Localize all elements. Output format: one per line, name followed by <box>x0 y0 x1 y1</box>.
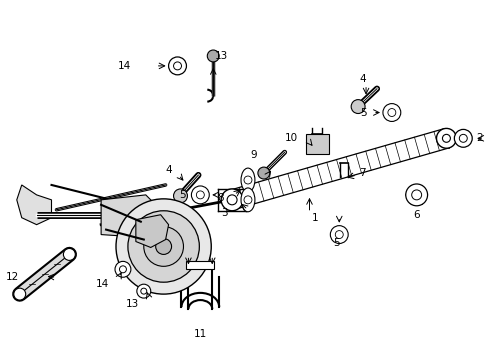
Circle shape <box>196 191 204 199</box>
Circle shape <box>207 50 219 62</box>
Text: 4: 4 <box>165 165 172 175</box>
Circle shape <box>191 186 209 204</box>
Bar <box>305 134 328 154</box>
Circle shape <box>350 100 365 113</box>
Circle shape <box>335 231 343 239</box>
Bar <box>186 261 214 269</box>
Polygon shape <box>17 185 51 225</box>
Circle shape <box>119 266 126 273</box>
Circle shape <box>115 261 131 277</box>
Circle shape <box>116 199 211 294</box>
Circle shape <box>226 195 237 205</box>
Circle shape <box>436 129 455 148</box>
Text: 2: 2 <box>475 133 482 143</box>
Circle shape <box>411 190 421 200</box>
Circle shape <box>244 196 251 204</box>
Circle shape <box>173 189 187 203</box>
Circle shape <box>143 227 183 266</box>
Text: 9: 9 <box>250 150 256 160</box>
Circle shape <box>141 288 146 294</box>
Text: 7: 7 <box>358 168 365 178</box>
Text: 12: 12 <box>5 272 19 282</box>
Text: 13: 13 <box>215 51 228 61</box>
Text: 14: 14 <box>96 279 109 289</box>
Circle shape <box>458 134 467 142</box>
Text: 6: 6 <box>412 210 419 220</box>
Text: 8: 8 <box>217 193 224 203</box>
Circle shape <box>155 239 171 255</box>
Circle shape <box>63 248 75 260</box>
Circle shape <box>14 288 26 300</box>
Circle shape <box>330 226 347 243</box>
Text: 14: 14 <box>118 61 131 71</box>
Circle shape <box>173 62 181 70</box>
Circle shape <box>453 129 471 147</box>
Ellipse shape <box>241 188 254 212</box>
Text: 5: 5 <box>332 238 339 248</box>
Circle shape <box>168 57 186 75</box>
Text: 5: 5 <box>179 190 185 200</box>
Text: 5: 5 <box>360 108 366 117</box>
Polygon shape <box>136 215 168 247</box>
Circle shape <box>442 134 449 142</box>
Text: 1: 1 <box>311 213 318 223</box>
Text: 4: 4 <box>359 74 366 84</box>
Circle shape <box>137 284 150 298</box>
Polygon shape <box>101 195 155 238</box>
Circle shape <box>257 167 269 179</box>
Text: 10: 10 <box>284 133 297 143</box>
Circle shape <box>382 104 400 121</box>
Text: 3: 3 <box>221 208 228 218</box>
Circle shape <box>244 176 251 184</box>
Text: 11: 11 <box>193 329 206 339</box>
Circle shape <box>405 184 427 206</box>
Ellipse shape <box>241 168 254 192</box>
Circle shape <box>387 109 395 117</box>
Circle shape <box>128 211 199 282</box>
Text: 13: 13 <box>125 299 139 309</box>
Circle shape <box>221 189 243 211</box>
